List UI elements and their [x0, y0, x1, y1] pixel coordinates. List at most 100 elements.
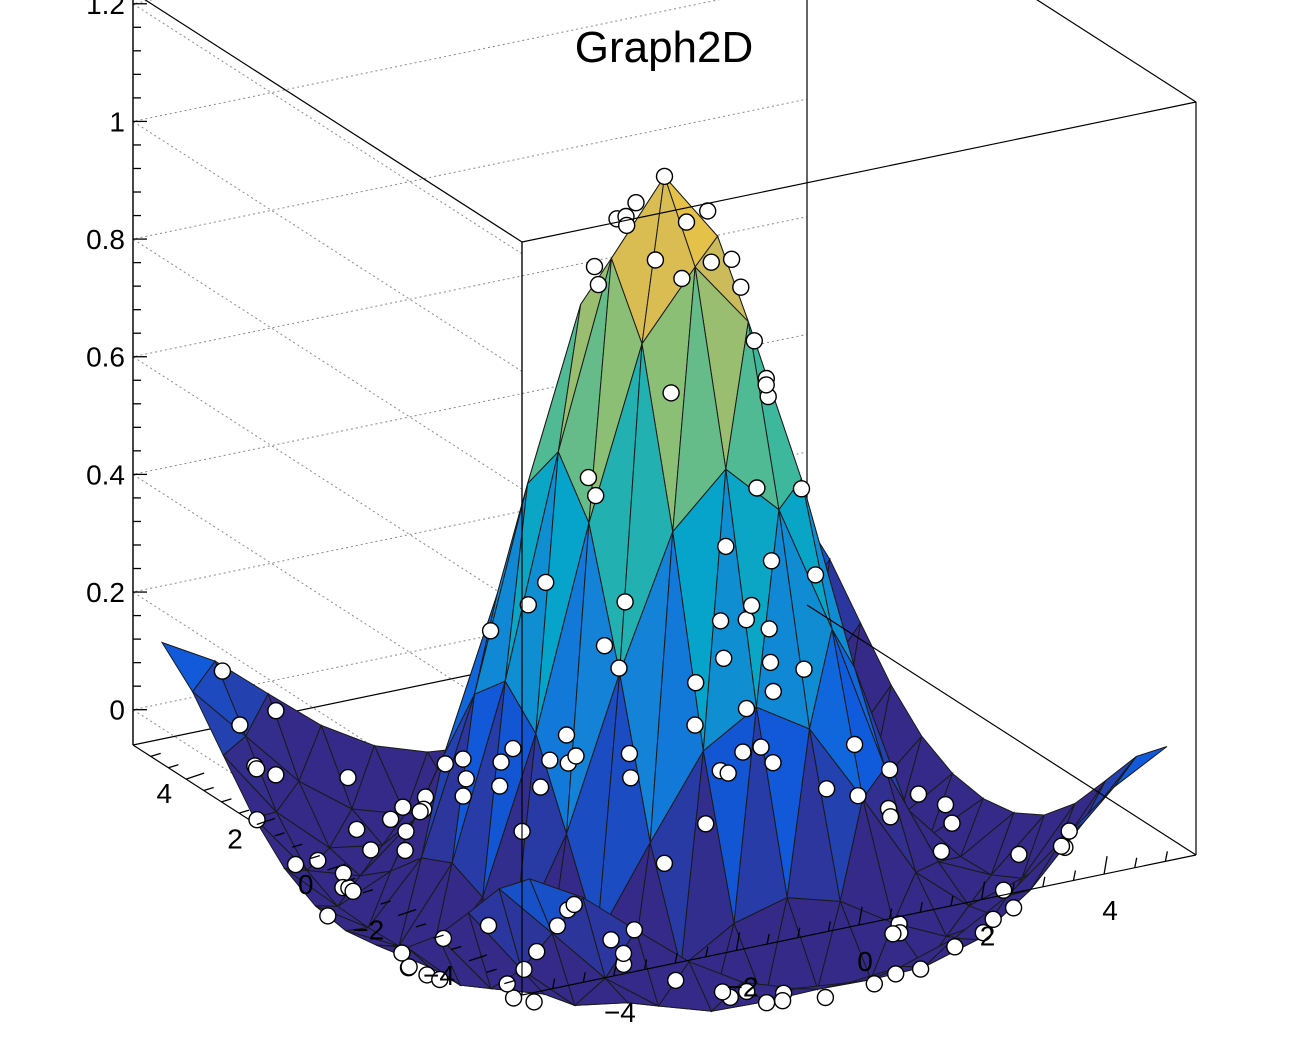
z-tick-label: 0.6 [86, 342, 125, 373]
data-point-marker [400, 958, 418, 976]
data-point-marker [881, 761, 899, 779]
y-tick [344, 877, 356, 882]
data-point-marker [911, 960, 930, 978]
data-point-marker [492, 753, 510, 771]
data-point-marker [761, 653, 780, 672]
data-point-marker [757, 376, 775, 394]
y-tick [238, 809, 250, 814]
surface-patch [848, 965, 902, 984]
y-tick-label: 4 [156, 778, 172, 809]
frame-edge [1036, 0, 1197, 103]
y-tick-label: −2 [352, 914, 384, 945]
data-point-marker [699, 202, 717, 220]
x-tick [1164, 851, 1169, 862]
data-point-marker [732, 278, 750, 296]
data-point-marker [454, 787, 472, 805]
x-tick [919, 902, 923, 913]
x-tick [888, 908, 893, 919]
data-point-marker [655, 167, 674, 186]
chart-title: Graph2D [575, 23, 754, 72]
data-point-marker [1060, 822, 1078, 840]
data-point-marker [309, 851, 327, 870]
data-point-marker [319, 907, 337, 925]
data-point-marker [936, 796, 955, 814]
z-gridline [131, 98, 808, 490]
surface-patch [1006, 841, 1062, 897]
y-tick [468, 954, 488, 962]
data-point-marker [565, 895, 583, 914]
data-point-marker [667, 971, 685, 990]
x-tick-label: 0 [857, 946, 873, 977]
data-point-marker [795, 660, 813, 678]
x-tick [858, 906, 863, 926]
data-point-marker [620, 744, 639, 763]
data-point-marker [579, 468, 598, 487]
y-tick [291, 843, 303, 848]
data-point-marker [865, 975, 883, 993]
data-point-marker [213, 662, 232, 680]
data-point-marker [817, 780, 836, 798]
data-point-marker [394, 798, 412, 816]
data-point-marker [687, 674, 705, 692]
data-point-marker [585, 257, 604, 276]
data-point-marker [411, 803, 429, 821]
data-point-marker [760, 620, 778, 638]
data-point-marker [231, 716, 249, 734]
y-tick [168, 764, 179, 769]
x-tick [551, 978, 556, 989]
data-point-marker [713, 983, 732, 1001]
data-point-marker [662, 384, 680, 402]
z-tick-label: 1.2 [86, 0, 125, 20]
frame-edge [521, 101, 1197, 243]
data-point-marker [498, 975, 516, 993]
data-point-marker [737, 699, 756, 718]
data-point-marker [738, 982, 756, 1001]
data-point-marker [362, 841, 380, 859]
data-point-marker [702, 253, 720, 271]
data-point-marker [434, 929, 453, 948]
data-point-marker [627, 193, 645, 212]
data-point-marker [622, 769, 640, 787]
data-point-marker [1010, 845, 1028, 864]
x-tick-label: 2 [980, 921, 996, 952]
x-tick [827, 921, 832, 932]
y-tick [433, 934, 444, 939]
surface-patch [795, 982, 849, 990]
data-point-marker [711, 612, 730, 630]
data-point-marker [887, 965, 905, 983]
data-point-marker [1004, 899, 1023, 917]
x-tick [980, 881, 986, 900]
data-point-marker [479, 916, 498, 935]
data-point-marker [267, 702, 285, 720]
data-point-marker [943, 814, 961, 832]
data-point-marker [614, 944, 633, 963]
data-point-marker [909, 785, 928, 803]
x-tick [613, 957, 618, 977]
data-point-marker [548, 917, 567, 935]
data-point-marker [504, 739, 522, 758]
data-point-marker [717, 537, 735, 556]
y-tick [415, 923, 427, 928]
data-point-marker [348, 820, 366, 839]
data-point-marker [884, 925, 902, 943]
data-point-marker [393, 944, 411, 962]
y-tick [451, 945, 462, 951]
x-tick [705, 946, 709, 957]
data-point-marker [816, 988, 835, 1007]
data-point-marker [742, 596, 761, 615]
data-point-marker [436, 755, 454, 773]
data-point-marker [528, 942, 546, 961]
x-tick [1011, 883, 1015, 894]
data-point-marker [247, 760, 266, 778]
z-tick-label: 0 [109, 695, 125, 726]
x-tick [950, 895, 954, 907]
z-tick-label: 0.4 [86, 459, 125, 490]
y-tick [309, 855, 321, 860]
y-tick [203, 786, 214, 792]
y-tick [221, 798, 232, 803]
data-point-marker [984, 910, 1002, 928]
data-point-marker [806, 566, 825, 584]
data-point-marker [686, 716, 704, 734]
y-tick [380, 900, 391, 905]
y-tick-label: −4 [423, 960, 455, 991]
